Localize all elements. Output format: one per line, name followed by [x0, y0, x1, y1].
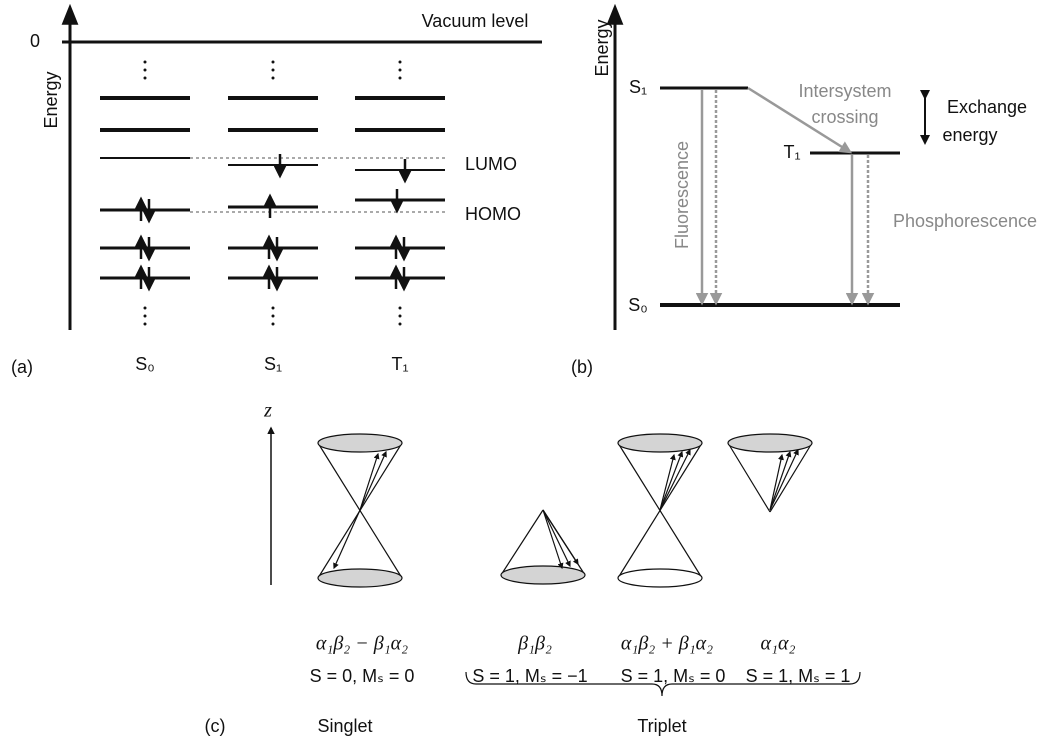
triplet-brace [465, 671, 861, 697]
spin-vector [769, 453, 784, 511]
spin-vector [769, 448, 799, 511]
axis-label: Energy [41, 71, 61, 128]
ellipsis-dot [271, 322, 275, 326]
spin-vector [359, 452, 380, 511]
isc-label: Intersystem [798, 81, 891, 101]
state-label: S₁ [264, 354, 282, 374]
cone-edge [500, 509, 544, 576]
wavefunction: α₁α₂ [761, 633, 796, 655]
ellipsis-dot [271, 76, 275, 80]
cone-edge [727, 442, 771, 513]
vacuum-level: Vacuum level [422, 11, 529, 31]
fluorescence-label: Fluorescence [672, 141, 692, 249]
isc-arrow [747, 86, 853, 154]
spin-vector [769, 450, 792, 511]
state-label: S₀ [135, 354, 154, 374]
level-label: T₁ [783, 142, 800, 162]
ellipsis-dot [398, 76, 402, 80]
ellipsis-dot [143, 76, 147, 80]
cone-base [317, 568, 403, 588]
axis-label: z [263, 400, 272, 422]
exchange-label: Exchange [947, 97, 1027, 117]
panel-label: (b) [571, 357, 593, 377]
spin-vector [659, 453, 676, 511]
cone-edge [769, 442, 813, 513]
spin-vector [659, 450, 684, 511]
zero-label: 0 [30, 31, 40, 51]
level-label: S₁ [629, 77, 647, 97]
phosphorescence-label: Phosphorescence [893, 211, 1037, 231]
spin-numbers: S = 0, Mₛ = 0 [310, 666, 415, 686]
cone-base [617, 568, 703, 588]
cone-base [500, 565, 586, 585]
panel-label: (c) [205, 716, 226, 736]
spin-vector [333, 509, 361, 570]
lumo: LUMO [465, 154, 517, 174]
singlet-label: Singlet [317, 716, 372, 736]
ellipsis-dot [398, 60, 402, 64]
ellipsis-dot [271, 306, 275, 310]
spin-vector [542, 509, 564, 570]
cone-base [727, 433, 813, 453]
exchange-label: energy [942, 125, 997, 145]
spin-vector [542, 509, 571, 568]
cone-edge [617, 442, 703, 579]
shapes [61, 3, 930, 697]
homo: HOMO [465, 204, 521, 224]
ellipsis-dot [143, 60, 147, 64]
ellipsis-dot [398, 68, 402, 72]
ellipsis-dot [271, 314, 275, 318]
state-label: T₁ [391, 354, 408, 374]
cone-base [317, 433, 403, 453]
axis-label: Energy [592, 19, 612, 76]
ellipsis-dot [143, 322, 147, 326]
spin-numbers: S = 1, Mₛ = 0 [621, 666, 726, 686]
spin-numbers: S = 1, Mₛ = 1 [746, 666, 851, 686]
ellipsis-dot [398, 306, 402, 310]
spin-vector [359, 450, 387, 511]
triplet-label: Triplet [637, 716, 686, 736]
wavefunction: α₁β₂ + β₁α₂ [621, 633, 713, 655]
spin-vector [542, 509, 579, 566]
ellipsis-dot [143, 306, 147, 310]
isc-label: crossing [811, 107, 878, 127]
wavefunction: β₁β₂ [517, 633, 552, 655]
cone-base [617, 433, 703, 453]
spin-numbers: S = 1, Mₛ = −1 [472, 666, 587, 686]
ellipsis-dot [271, 68, 275, 72]
ellipsis-dot [271, 60, 275, 64]
panel-label: (a) [11, 357, 33, 377]
ellipsis-dot [398, 314, 402, 318]
level-label: S₀ [628, 295, 647, 315]
ellipsis-dot [143, 68, 147, 72]
spin-vector [659, 448, 691, 511]
wavefunction: α₁β₂ − β₁α₂ [316, 633, 408, 655]
ellipsis-dot [398, 322, 402, 326]
ellipsis-dot [143, 314, 147, 318]
